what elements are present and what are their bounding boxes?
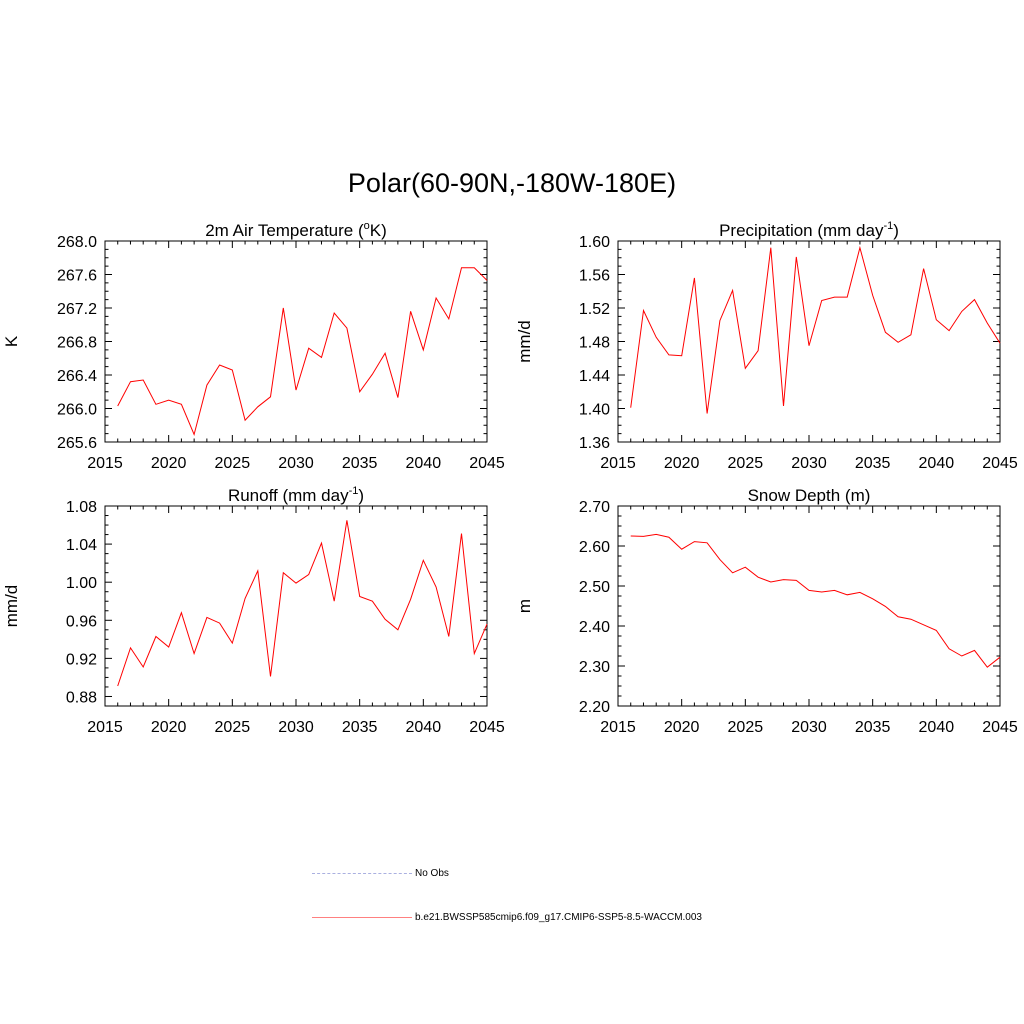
y-tick-label: 2.30 [579, 659, 610, 676]
y-tick-label: 1.08 [66, 499, 97, 516]
plot-frame [617, 240, 1001, 443]
legend-swatch-model [312, 916, 412, 918]
panel-title: Runoff (mm day-1) [228, 485, 364, 505]
x-tick-label: 2015 [600, 719, 636, 736]
y-tick-label: 2.40 [579, 619, 610, 636]
panel-title: Precipitation (mm day-1) [719, 220, 899, 240]
x-tick-label: 2025 [728, 719, 764, 736]
y-tick-label: 2.60 [579, 539, 610, 556]
y-tick-label: 1.60 [579, 234, 610, 251]
x-tick-label: 2030 [278, 719, 314, 736]
x-tick-label: 2030 [791, 719, 827, 736]
x-tick-label: 2040 [919, 455, 955, 472]
x-tick-label: 2035 [342, 719, 378, 736]
chart-panel-4: 2015 2020 2025 2030 2035 2040 2045 2.20 2.30 2.40… [515, 486, 1018, 736]
series-line [630, 245, 1001, 414]
x-tick-label: 2045 [982, 719, 1018, 736]
y-axis-label: mm/d [2, 585, 21, 628]
y-tick-label: 0.96 [66, 613, 97, 630]
y-tick-label: 1.00 [66, 575, 97, 592]
x-tick-label: 2020 [151, 455, 187, 472]
x-tick-label: 2015 [600, 455, 636, 472]
legend-entry-obs: No Obs [312, 863, 449, 883]
y-tick-label: 0.88 [66, 689, 97, 706]
y-axis-label: m [515, 599, 534, 613]
series-line [630, 533, 1001, 668]
x-tick-label: 2035 [342, 455, 378, 472]
plot-frame [104, 505, 488, 707]
plot-frame [104, 240, 488, 443]
y-axis-label: mm/d [515, 320, 534, 363]
panel-title: 2m Air Temperature (oK) [205, 220, 387, 240]
y-tick-label: 268.0 [57, 234, 97, 251]
y-tick-label: 2.20 [579, 699, 610, 716]
x-tick-label: 2045 [469, 719, 505, 736]
y-tick-label: 1.40 [579, 402, 610, 419]
x-tick-label: 2020 [664, 719, 700, 736]
y-axis-label: K [2, 335, 21, 347]
y-tick-label: 2.50 [579, 579, 610, 596]
x-tick-label: 2045 [982, 455, 1018, 472]
x-tick-label: 2020 [151, 719, 187, 736]
chart-panel-3: 2015 2020 2025 2030 2035 2040 2045 0.88 0.92 0.96… [2, 485, 505, 736]
x-tick-label: 2040 [919, 719, 955, 736]
x-tick-label: 2035 [855, 455, 891, 472]
x-tick-label: 2020 [664, 455, 700, 472]
y-tick-label: 1.36 [579, 435, 610, 452]
chart-panel-2: 2015 2020 2025 2030 2035 2040 2045 1.36 1.40 1.44… [515, 220, 1018, 472]
y-tick-label: 1.04 [66, 537, 97, 554]
y-tick-label: 1.52 [579, 301, 610, 318]
x-tick-label: 2040 [406, 719, 442, 736]
legend-label-obs: No Obs [415, 867, 449, 879]
x-tick-label: 2030 [278, 455, 314, 472]
y-tick-label: 265.6 [57, 435, 97, 452]
y-tick-label: 2.70 [579, 499, 610, 516]
x-tick-label: 2045 [469, 455, 505, 472]
y-tick-label: 267.2 [57, 301, 97, 318]
x-tick-label: 2040 [406, 455, 442, 472]
figure-title: Polar(60-90N,-180W-180E) [347, 168, 677, 198]
panel-title: Snow Depth (m) [748, 486, 871, 505]
x-tick-label: 2025 [215, 719, 251, 736]
x-tick-label: 2035 [855, 719, 891, 736]
y-tick-label: 1.44 [579, 368, 610, 385]
y-tick-label: 0.92 [66, 651, 97, 668]
x-tick-label: 2030 [791, 455, 827, 472]
legend-entry-model: b.e21.BWSSP585cmip6.f09_g17.CMIP6-SSP5-8… [312, 907, 702, 927]
series-line [117, 267, 488, 437]
y-tick-label: 266.4 [57, 368, 97, 385]
y-tick-label: 267.6 [57, 268, 97, 285]
x-tick-label: 2025 [728, 455, 764, 472]
x-tick-label: 2015 [87, 719, 123, 736]
chart-panel-1: 2015 2020 2025 2030 2035 2040 2045 265.6 266.0 26… [2, 220, 505, 472]
plot-frame [617, 505, 1001, 707]
legend-label-model: b.e21.BWSSP585cmip6.f09_g17.CMIP6-SSP5-8… [415, 911, 702, 923]
y-tick-label: 266.0 [57, 402, 97, 419]
x-tick-label: 2015 [87, 455, 123, 472]
y-tick-label: 1.48 [579, 335, 610, 352]
legend-swatch-obs [312, 872, 412, 874]
y-tick-label: 266.8 [57, 335, 97, 352]
series-line [117, 520, 488, 687]
y-tick-label: 1.56 [579, 268, 610, 285]
x-tick-label: 2025 [215, 455, 251, 472]
